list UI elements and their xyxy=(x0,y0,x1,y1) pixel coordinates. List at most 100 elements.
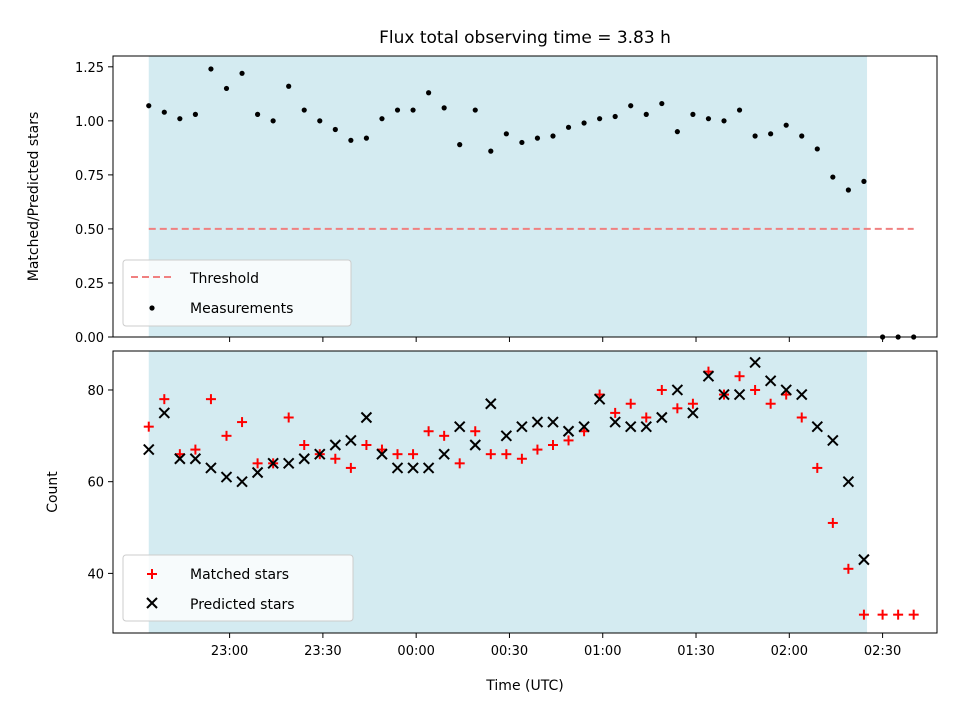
ratio-panel: 0.00 0.25 0.50 0.75 1.00 1.25 Matched/Predict… xyxy=(26,55,938,346)
predicted-star-point xyxy=(780,384,792,396)
matched-star-point xyxy=(877,609,888,620)
predicted-star-point xyxy=(391,462,404,474)
legend-matched-label: Matched stars xyxy=(190,567,289,583)
matched-star-point xyxy=(734,371,745,382)
legend-matched-swatch xyxy=(147,569,157,579)
measurement-point xyxy=(643,111,649,117)
measurement-point xyxy=(146,103,152,109)
predicted-star-point xyxy=(422,462,435,474)
measurement-point xyxy=(363,135,370,141)
predicted-star-point xyxy=(469,439,481,451)
measurement-point xyxy=(705,116,712,122)
measurement-point xyxy=(208,66,214,72)
x-tick-label: 00:00 xyxy=(397,644,434,659)
predicted-stars-series xyxy=(143,356,870,566)
chart-title: Flux total observing time = 3.83 h xyxy=(379,28,671,48)
predicted-star-point xyxy=(251,466,264,479)
predicted-star-point xyxy=(593,393,606,405)
predicted-star-point xyxy=(749,356,761,369)
predicted-star-point xyxy=(578,420,590,433)
y-tick-label: 60 xyxy=(87,476,104,491)
matched-star-point xyxy=(610,407,621,418)
measurement-point xyxy=(752,133,758,139)
y-tick-label: 80 xyxy=(87,384,104,399)
matched-stars-series xyxy=(143,366,919,620)
measurement-point xyxy=(254,111,261,117)
measurement-point xyxy=(270,118,276,124)
measurement-point xyxy=(410,107,416,113)
matched-star-point xyxy=(205,394,216,405)
measurement-point xyxy=(286,83,292,89)
y-tick-label: 0.50 xyxy=(75,223,104,238)
measurement-point xyxy=(861,178,867,184)
predicted-star-point xyxy=(438,448,450,460)
measurement-point xyxy=(597,116,603,122)
measurement-point xyxy=(830,174,836,180)
bottom-legend-box xyxy=(122,554,354,622)
legend-plus-marker xyxy=(147,569,157,579)
matched-star-point xyxy=(345,462,356,473)
matched-star-point xyxy=(547,440,558,450)
measurement-point xyxy=(457,142,463,148)
predicted-star-point xyxy=(189,453,202,465)
y-tick-label: 1.00 xyxy=(75,115,104,130)
predicted-star-point xyxy=(407,462,419,474)
y-tick-label: 40 xyxy=(87,567,104,582)
measurement-point xyxy=(161,109,167,115)
y-tick-label: 0.75 xyxy=(75,169,104,184)
bottom-panel-frame xyxy=(112,350,938,634)
bottom-panel-ticks: 23:00 23:30 00:00 00:30 01:00 01:30 02:00 02:30… xyxy=(87,384,901,659)
measurement-point xyxy=(472,107,478,113)
legend-threshold-label: Threshold xyxy=(189,271,259,287)
predicted-star-point xyxy=(485,398,497,410)
predicted-star-point xyxy=(764,375,777,387)
measurement-point xyxy=(799,133,805,139)
x-axis-label: Time (UTC) xyxy=(485,678,563,694)
matched-star-point xyxy=(765,398,776,409)
matched-star-point xyxy=(516,453,527,464)
y-tick-label: 1.25 xyxy=(75,61,104,76)
legend-measurements-swatch xyxy=(149,305,155,311)
measurement-point xyxy=(426,90,432,96)
measurement-point xyxy=(674,129,680,135)
matched-star-point xyxy=(485,449,496,460)
matched-star-point xyxy=(672,403,683,414)
predicted-star-point xyxy=(360,411,373,424)
predicted-star-point xyxy=(671,384,684,396)
top-legend-box xyxy=(122,259,352,327)
matched-star-point xyxy=(159,394,170,405)
legend-measurements-label: Measurements xyxy=(190,301,293,317)
measurement-point xyxy=(768,131,774,137)
legend-predicted-label: Predicted stars xyxy=(190,597,295,613)
measurements-series xyxy=(146,66,917,340)
measurement-point xyxy=(177,116,183,122)
measurement-point xyxy=(550,133,556,139)
measurement-point xyxy=(394,107,401,113)
measurement-point xyxy=(348,137,354,143)
predicted-star-point xyxy=(500,430,513,442)
measurement-point xyxy=(659,100,665,107)
predicted-star-point xyxy=(827,434,839,447)
y-tick-label: 0.25 xyxy=(75,277,104,292)
predicted-star-point xyxy=(547,416,559,428)
measurement-point xyxy=(628,103,634,109)
predicted-star-point xyxy=(236,475,248,488)
measurement-point xyxy=(690,111,696,117)
measurement-point xyxy=(721,118,727,124)
x-tick-label: 02:30 xyxy=(864,644,901,659)
bottom-legend: Matched stars Predicted stars xyxy=(122,554,354,622)
predicted-star-point xyxy=(858,553,870,566)
matched-star-point xyxy=(330,453,341,464)
matched-star-point xyxy=(750,384,761,395)
predicted-star-point xyxy=(298,453,310,465)
count-panel: 23:00 23:30 00:00 00:30 01:00 01:30 02:00 02:30… xyxy=(45,350,938,694)
matched-star-point xyxy=(827,517,838,528)
matched-star-point xyxy=(641,412,652,423)
matched-star-point xyxy=(190,444,201,455)
predicted-star-point xyxy=(687,407,699,419)
matched-star-point xyxy=(501,449,512,460)
x-tick-label: 01:00 xyxy=(584,644,621,659)
measurement-point xyxy=(845,187,851,193)
measurement-point xyxy=(239,70,245,76)
measurement-point xyxy=(192,111,198,117)
